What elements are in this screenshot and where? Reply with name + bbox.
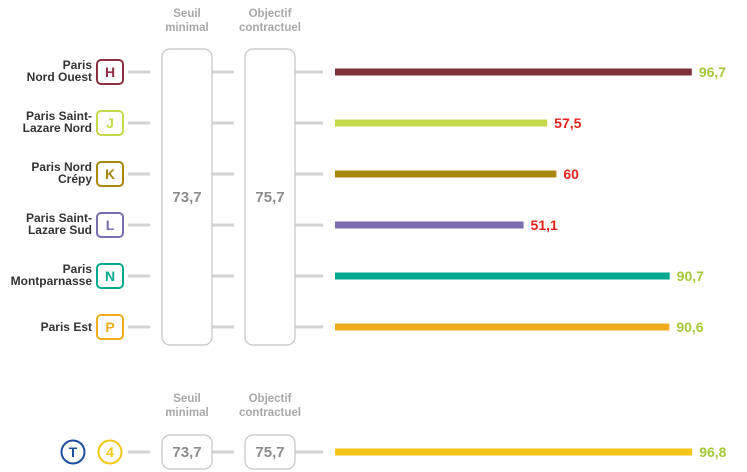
target-header: contractuel bbox=[239, 22, 301, 34]
line-badge-letter: K bbox=[105, 166, 115, 182]
target-header: Objectif bbox=[249, 8, 292, 20]
line-name: Paris Saint- bbox=[26, 211, 92, 225]
line-badge-letter: P bbox=[105, 319, 114, 335]
line-badge-l bbox=[96, 212, 124, 238]
threshold-header: minimal bbox=[165, 22, 208, 34]
line-name: Paris bbox=[63, 58, 93, 72]
value-label: 96,8 bbox=[699, 444, 726, 460]
target-box bbox=[244, 434, 296, 470]
value-label: 96,7 bbox=[699, 64, 726, 80]
line-name: Paris Est bbox=[41, 320, 92, 334]
threshold-box bbox=[161, 48, 213, 346]
bar bbox=[335, 68, 692, 76]
line-name: Montparnasse bbox=[11, 274, 93, 288]
line-badge-letter: J bbox=[106, 115, 114, 131]
threshold-header: Seuil bbox=[173, 393, 200, 405]
value-label: 57,5 bbox=[554, 115, 581, 131]
bar bbox=[335, 221, 524, 229]
line-badge-letter: N bbox=[105, 268, 115, 284]
target-header: contractuel bbox=[239, 407, 301, 419]
target-value: 75,7 bbox=[255, 444, 284, 461]
line-badge-h bbox=[96, 59, 124, 85]
line-name: Paris Nord bbox=[31, 160, 92, 174]
bar bbox=[335, 170, 557, 178]
line-name: Lazare Nord bbox=[23, 121, 92, 135]
line-badge-k bbox=[96, 161, 124, 187]
line-4-badge-icon bbox=[97, 439, 123, 465]
line-badge-letter: H bbox=[105, 64, 115, 80]
line-name: Nord Ouest bbox=[27, 70, 92, 84]
line-4-badge-number: 4 bbox=[106, 444, 114, 460]
threshold-header: minimal bbox=[165, 407, 208, 419]
line-badge-j bbox=[96, 110, 124, 136]
threshold-value: 73,7 bbox=[172, 444, 201, 461]
target-header: Objectif bbox=[249, 393, 292, 405]
threshold-value: 73,7 bbox=[172, 189, 201, 206]
value-label: 90,6 bbox=[676, 319, 703, 335]
bar bbox=[335, 119, 548, 127]
value-label: 60 bbox=[563, 166, 579, 182]
value-label: 90,7 bbox=[677, 268, 704, 284]
threshold-header: Seuil bbox=[173, 8, 200, 20]
line-name: Crépy bbox=[58, 172, 92, 186]
line-badge-letter: L bbox=[106, 217, 115, 233]
target-box bbox=[244, 48, 296, 346]
tram-badge-icon bbox=[60, 439, 86, 465]
tram-badge-letter: T bbox=[69, 444, 78, 460]
line-badge-p bbox=[96, 314, 124, 340]
threshold-box bbox=[161, 434, 213, 470]
line-name: Paris bbox=[63, 262, 93, 276]
line-badge-n bbox=[96, 263, 124, 289]
bar bbox=[335, 272, 670, 280]
line-name: Paris Saint- bbox=[26, 109, 92, 123]
value-label: 51,1 bbox=[531, 217, 558, 233]
line-name: Lazare Sud bbox=[28, 223, 92, 237]
target-value: 75,7 bbox=[255, 189, 284, 206]
bar bbox=[335, 323, 670, 331]
bar bbox=[335, 448, 693, 456]
